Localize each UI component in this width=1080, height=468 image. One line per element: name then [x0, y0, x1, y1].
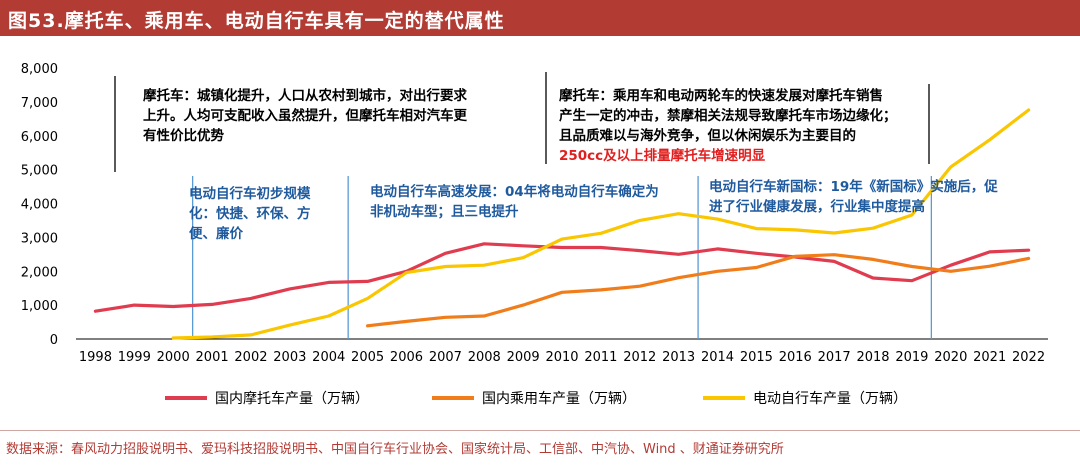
x-tick-label: 2022 — [1012, 350, 1045, 365]
x-tick-label: 2006 — [390, 350, 423, 365]
annotation-text: 产生一定的冲击，禁摩相关法规导致摩托车市场边缘化； — [559, 107, 897, 124]
x-tick-label: 2009 — [507, 350, 540, 365]
series-line — [366, 253, 1031, 328]
annotation-text: 电动自行车高速发展：04年将电动自行车确定为 — [370, 183, 659, 200]
x-tick-label: 2016 — [779, 350, 812, 365]
annotation-text: 化：快捷、环保、方 — [189, 205, 311, 222]
x-tick-label: 2000 — [157, 350, 190, 365]
x-tick-label: 2011 — [584, 350, 617, 365]
y-tick-label: 8,000 — [21, 62, 58, 77]
footer-divider — [0, 430, 1080, 431]
x-tick-label: 2001 — [196, 350, 229, 365]
legend-label: 电动自行车产量（万辆） — [753, 390, 907, 407]
x-tick-label: 2003 — [273, 350, 306, 365]
annotation-text: 有性价比优势 — [143, 127, 224, 144]
figure-title: 图53.摩托车、乘用车、电动自行车具有一定的替代属性 — [8, 10, 505, 32]
y-tick-label: 7,000 — [21, 96, 58, 111]
x-tick-label: 2017 — [818, 350, 851, 365]
annotation-highlight-text: 250cc及以上排量摩托车增速明显 — [559, 147, 766, 164]
x-tick-label: 2019 — [895, 350, 928, 365]
series-line — [171, 108, 1031, 340]
x-tick-label: 2013 — [662, 350, 695, 365]
y-tick-label: 0 — [50, 333, 58, 348]
figure-title-bar: 图53.摩托车、乘用车、电动自行车具有一定的替代属性 — [0, 0, 1080, 36]
data-source: 数据来源：春风动力招股说明书、爱玛科技招股说明书、中国自行车行业协会、国家统计局… — [6, 442, 784, 457]
y-tick-label: 2,000 — [21, 265, 58, 280]
y-tick-label: 1,000 — [21, 299, 58, 314]
annotation-text: 摩托车：城镇化提升，人口从农村到城市，对出行要求 — [143, 87, 467, 104]
y-tick-label: 5,000 — [21, 164, 58, 179]
x-tick-label: 2007 — [429, 350, 462, 365]
x-tick-label: 1998 — [79, 350, 112, 365]
annotation-text: 便、廉价 — [189, 225, 243, 242]
x-tick-label: 2004 — [312, 350, 345, 365]
line-chart: 0 1,000 2,000 3,000 4,000 5,000 6,000 7,000 8,00… — [0, 36, 1080, 428]
annotation-text: 电动自行车初步规模 — [189, 185, 311, 202]
x-tick-label: 2018 — [856, 350, 889, 365]
annotation-text: 且品质难以与海外竞争，但以休闲娱乐为主要目的 — [559, 127, 856, 144]
chart-svg: 0 1,000 2,000 3,000 4,000 5,000 6,000 7,000 8,00… — [21, 62, 1048, 407]
x-tick-label: 2012 — [623, 350, 656, 365]
annotation-text: 电动自行车新国标：19年《新国标》实施后，促 — [709, 178, 998, 195]
x-tick-label: 2008 — [468, 350, 501, 365]
x-tick-label: 1999 — [118, 350, 151, 365]
y-tick-label: 6,000 — [21, 130, 58, 145]
x-tick-label: 2020 — [934, 350, 967, 365]
annotation-text: 进了行业健康发展，行业集中度提高 — [709, 198, 925, 215]
x-tick-label: 2021 — [973, 350, 1006, 365]
x-tick-label: 2014 — [701, 350, 734, 365]
annotation-text: 摩托车：乘用车和电动两轮车的快速发展对摩托车销售 — [559, 87, 883, 104]
x-tick-label: 2002 — [234, 350, 267, 365]
x-tick-label: 2010 — [545, 350, 578, 365]
annotation-text: 非机动车型；且三电提升 — [370, 203, 519, 220]
y-tick-label: 3,000 — [21, 231, 58, 246]
annotation-text: 上升。人均可支配收入虽然提升，但摩托车相对汽车更 — [143, 107, 467, 124]
legend-label: 国内摩托车产量（万辆） — [215, 390, 369, 407]
legend-label: 国内乘用车产量（万辆） — [482, 390, 636, 407]
y-tick-label: 4,000 — [21, 198, 58, 213]
x-tick-label: 2015 — [740, 350, 773, 365]
x-tick-label: 2005 — [351, 350, 384, 365]
series-line — [93, 242, 1031, 313]
